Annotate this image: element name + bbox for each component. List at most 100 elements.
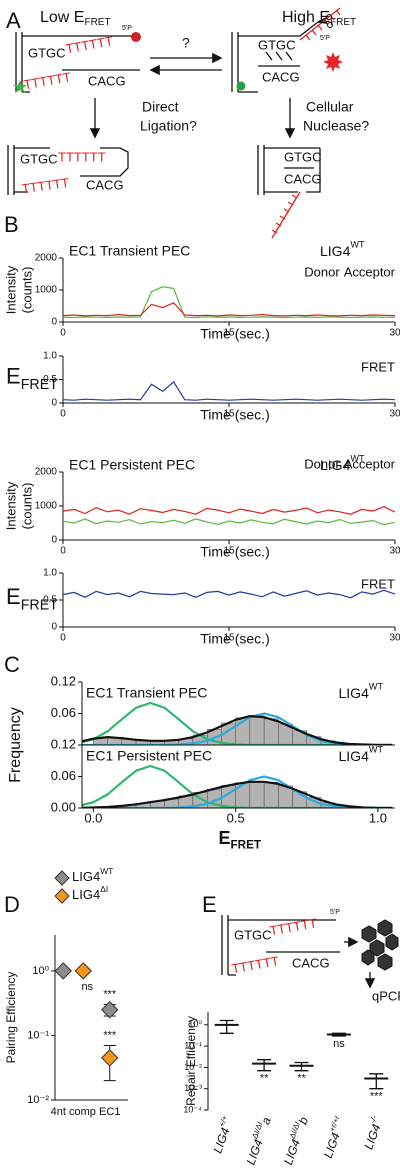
y-tick-label: 0.06: [51, 705, 76, 720]
phosphate: 5'P: [330, 909, 340, 916]
seq: GTGC: [284, 149, 322, 164]
legend-marker: [54, 888, 70, 904]
dna: [221, 915, 340, 976]
annotation: ***: [103, 1029, 117, 1041]
x-tick-label: LIG4-/-: [359, 1114, 386, 1151]
legend-label-part: WT: [100, 866, 113, 876]
y-axis-label: EFRET: [6, 584, 58, 614]
point: [74, 962, 92, 980]
error-bar: [369, 1073, 384, 1090]
bar: [249, 781, 265, 809]
seq: CACG: [88, 73, 126, 88]
y-axis-label: Repair Efficiency: [184, 1016, 198, 1106]
panel-a: A Low EFRET High EFRET GTGC TTTTTT CACG …: [6, 7, 369, 239]
construct: LIG4WT: [320, 240, 365, 259]
fit-curve: [82, 714, 393, 745]
y-tick-label: 1.0: [43, 351, 57, 362]
x-axis-label: Time (sec.): [200, 631, 269, 647]
y-axis-label-part: E: [6, 363, 21, 388]
y-tick-label: 10⁻¹: [27, 1029, 49, 1041]
x-tick-label: 15: [223, 328, 235, 339]
annotation: ns: [333, 1038, 345, 1050]
annotation: **: [260, 1073, 269, 1085]
seq: GTGC: [258, 37, 296, 52]
y-tick-label: 2000: [35, 467, 58, 478]
y-axis-label: Frequency: [7, 707, 24, 783]
trace-line: [62, 518, 396, 526]
x-tick-label-part: LIG4: [211, 1126, 233, 1156]
y-axis-label: Intensity: [3, 265, 18, 314]
outcome: Direct: [142, 99, 179, 115]
construct-part: LIG4: [339, 748, 370, 764]
x-tick-label-part: +r/+r: [328, 1114, 342, 1133]
x-tick-label-part: +/+: [217, 1114, 229, 1128]
trace-line: [62, 302, 396, 317]
x-tick-label: LIG4+/+: [208, 1114, 236, 1155]
state-text: High E: [282, 9, 330, 26]
point: [101, 1049, 119, 1067]
panel-label: B: [4, 212, 19, 237]
x-tick-label: 0.0: [84, 810, 102, 825]
panel-e-diagram: GTGC TTTTTT CACG TTTTTT 5'P qPCR: [221, 909, 400, 1003]
y-tick-label: 1000: [35, 501, 58, 512]
legend-label: FRET: [361, 359, 395, 374]
legend-label: LIG4ΔI: [72, 884, 108, 902]
fit-curve: [82, 780, 393, 808]
y-tick-label: 0: [51, 622, 57, 633]
construct: LIG4WT: [320, 454, 365, 473]
chart-title: EC1 Persistent PEC: [69, 457, 195, 473]
x-tick-label: 15: [223, 409, 235, 420]
state-text: Low E: [40, 9, 84, 26]
y-tick-label: 0.5: [43, 595, 57, 606]
y-tick-label: 1000: [35, 285, 58, 296]
y-tick-label: 0: [51, 398, 57, 409]
x-tick-label-part: LIG4: [362, 1122, 384, 1152]
y-tick-label: 10⁻²: [184, 1062, 202, 1072]
bar: [263, 718, 279, 746]
x-axis-label: Time (sec.): [200, 407, 269, 423]
trace-line: [62, 506, 396, 515]
state-sub: FRET: [84, 17, 110, 28]
y-tick-label: 0.12: [51, 736, 76, 751]
phosphate: 5'P: [122, 25, 132, 32]
y-tick-label: 2000: [35, 253, 58, 264]
chart-title: EC1 Persistent PEC: [86, 748, 212, 764]
trace-line: [62, 380, 396, 401]
outcome: Ligation?: [140, 118, 197, 134]
legend-label: Acceptor: [344, 456, 396, 471]
x-tick-label: 4nt comp: [51, 1106, 96, 1118]
state-sub: FRET: [330, 17, 356, 28]
donor-dye: [13, 80, 27, 93]
phosphate: 5'P: [320, 35, 330, 42]
panel-label: D: [4, 892, 20, 917]
x-tick-label: 30: [389, 546, 400, 557]
chart-title: EC1 Transient PEC: [86, 685, 207, 701]
y-tick-label: 0: [51, 317, 57, 328]
assay: qPCR: [372, 988, 400, 1003]
construct-part: WT: [369, 745, 384, 755]
seq-tail: TTTTTT: [21, 175, 70, 196]
seq: CACG: [292, 955, 330, 970]
x-tick-label: 0.5: [227, 810, 245, 825]
error-bar: [219, 1019, 234, 1034]
y-axis-label: Pairing Efficiency: [4, 972, 18, 1064]
x-tick-label: 15: [223, 546, 235, 557]
x-tick-label: LIG4+r/+r: [319, 1114, 349, 1160]
y-tick-label: 10⁻¹: [184, 1040, 202, 1050]
legend-marker: [54, 870, 70, 886]
x-tick-label: 30: [389, 328, 400, 339]
error-bar: [257, 1059, 272, 1072]
trace-line: [62, 286, 396, 319]
legend-label: Donor: [304, 264, 340, 279]
x-tick-label: 0: [60, 633, 66, 644]
x-tick-label: 0: [60, 409, 66, 420]
legend-label: FRET: [361, 576, 395, 591]
seq-tail: TTTTTT: [269, 915, 319, 938]
x-tick-label-part: -/-: [368, 1114, 379, 1124]
legend-label-part: LIG4: [72, 887, 100, 902]
annotation: ***: [103, 989, 117, 1001]
y-tick-label: 10⁻³: [184, 1083, 202, 1093]
legend-label-part: ΔI: [100, 884, 108, 894]
state-label: Low EFRET: [40, 9, 111, 27]
question: ?: [182, 35, 190, 51]
